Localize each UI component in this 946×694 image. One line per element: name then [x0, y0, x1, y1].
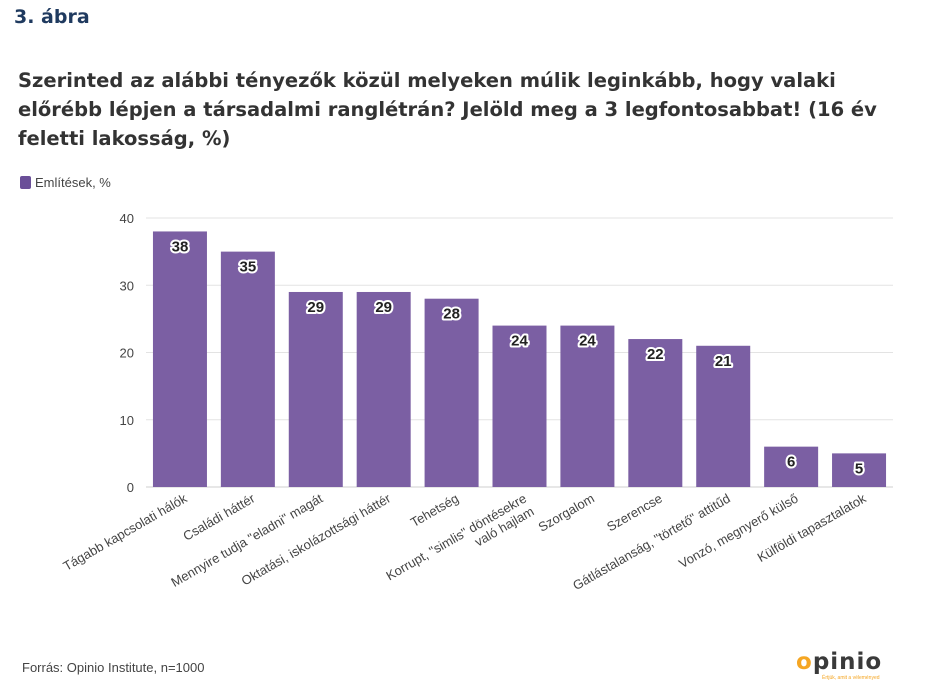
opinio-logo: opinio Értjük, amit a véleményed: [796, 650, 896, 686]
x-tick-label: Korrupt, "simlis" döntésekrevaló hajlam: [383, 491, 536, 597]
data-label: 24: [511, 333, 528, 350]
y-tick-label: 10: [120, 413, 134, 428]
legend-label: Említések, %: [35, 175, 111, 190]
bar: [628, 339, 683, 487]
logo-wordmark: opinio: [796, 649, 883, 675]
legend: Említések, %: [20, 175, 111, 190]
logo-tagline: Értjük, amit a véleményed: [822, 675, 880, 681]
bar: [696, 345, 751, 487]
bar: [492, 325, 547, 487]
figure-label: 3. ábra: [14, 6, 90, 28]
bar: [356, 291, 411, 487]
data-label: 38: [172, 238, 189, 255]
bar: [832, 453, 887, 487]
y-tick-label: 0: [127, 480, 134, 495]
x-tick-label: Vonzó, megnyerő külső: [676, 491, 801, 572]
chart-title: Szerinted az alábbi tényezők közül melye…: [18, 69, 877, 150]
x-tick-label: Külföldi tapasztalatok: [755, 490, 869, 565]
data-label: 35: [240, 259, 257, 276]
bar: [288, 291, 343, 487]
bar: [764, 446, 819, 487]
x-tick-label: Szorgalom: [536, 491, 597, 535]
data-label: 24: [579, 333, 596, 350]
bar: [220, 251, 275, 487]
source-note: Forrás: Opinio Institute, n=1000: [22, 660, 205, 675]
data-label: 29: [375, 299, 392, 316]
data-label: 6: [787, 454, 795, 471]
x-tick-label: Szerencse: [604, 491, 665, 535]
data-label: 29: [307, 299, 324, 316]
x-tick-label: Tehetség: [408, 491, 461, 530]
bar: [560, 325, 615, 487]
bar: [152, 231, 207, 487]
data-label: 5: [855, 460, 863, 477]
data-label: 22: [647, 346, 664, 363]
x-tick-label: Tágabb kapcsolati hálók: [61, 490, 190, 573]
bar: [424, 298, 479, 487]
y-tick-label: 20: [120, 346, 134, 361]
data-label: 21: [715, 353, 732, 370]
y-tick-label: 40: [120, 211, 134, 226]
legend-swatch: [20, 176, 31, 189]
data-label: 28: [443, 306, 460, 323]
y-tick-label: 30: [120, 278, 134, 293]
